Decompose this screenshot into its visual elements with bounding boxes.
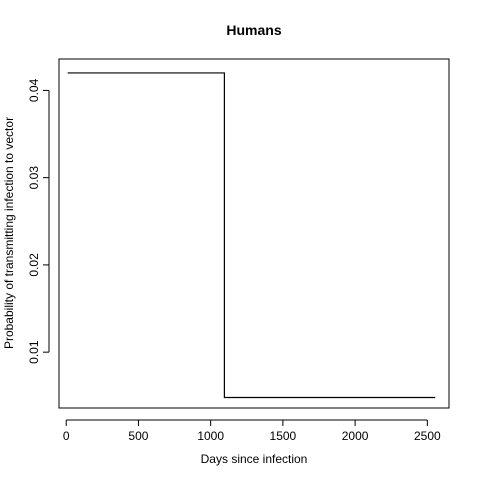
- y-tick-label: 0.03: [27, 166, 41, 190]
- y-axis-label: Probability of transmitting infection to…: [2, 117, 16, 349]
- x-tick-label: 1000: [197, 429, 224, 443]
- y-tick-label: 0.04: [27, 78, 41, 102]
- plot-area: [58, 58, 450, 409]
- x-axis-label: Days since infection: [201, 452, 308, 466]
- chart-title: Humans: [226, 22, 281, 38]
- x-tick-label: 0: [63, 429, 70, 443]
- x-tick-label: 1500: [270, 429, 297, 443]
- y-axis: 0.01 0.02 0.03 0.04: [27, 78, 50, 364]
- x-tick-label: 500: [128, 429, 148, 443]
- x-axis: 0 500 1000 1500 2000 2500: [63, 419, 441, 443]
- x-tick-label: 2500: [414, 429, 441, 443]
- series-group: [67, 72, 436, 399]
- y-tick-label: 0.02: [27, 253, 41, 277]
- series-line: [67, 72, 436, 399]
- x-tick-label: 2000: [342, 429, 369, 443]
- y-tick-label: 0.01: [27, 340, 41, 364]
